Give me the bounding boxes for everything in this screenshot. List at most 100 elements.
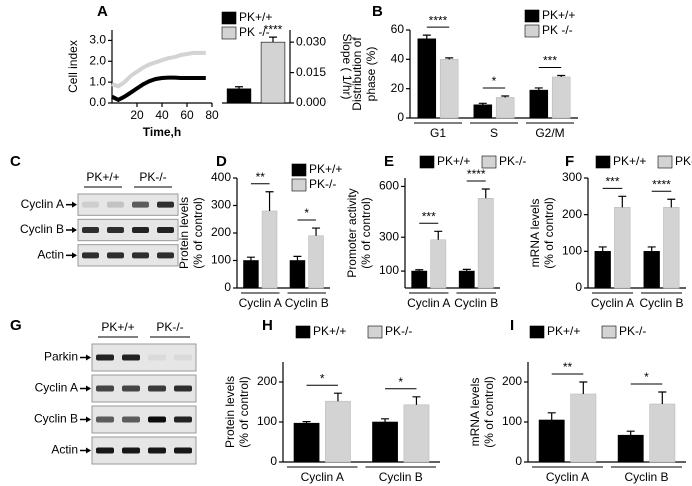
row-arrowhead: [86, 416, 91, 423]
significance: ****: [264, 22, 283, 36]
bar: [411, 270, 428, 289]
error-bar: [302, 421, 311, 424]
line-series: [111, 75, 206, 103]
x-tick-label: 60: [180, 108, 194, 122]
y-tick-label: 300: [379, 229, 399, 243]
blot-band: [122, 416, 140, 423]
panel-letter: A: [97, 3, 108, 20]
legend-swatch: [419, 155, 435, 169]
blot-band: [82, 252, 99, 259]
y-tick-label: 0.030: [296, 34, 326, 48]
x-tick-label: G1: [430, 126, 446, 140]
error-bar: [534, 87, 543, 91]
y-tick-label: 100: [211, 253, 231, 267]
bar: [260, 41, 286, 104]
y-tick-label: 200: [502, 374, 522, 388]
significance: ****: [652, 177, 671, 191]
blot-band: [82, 227, 99, 233]
error-bar: [478, 102, 487, 105]
y-axis-label: Protein levels: [177, 197, 191, 269]
bar: [458, 270, 475, 289]
error-bar: [269, 36, 277, 43]
error-bar: [579, 381, 588, 394]
error-bar: [293, 255, 302, 261]
y-tick-label: 0: [397, 110, 404, 124]
legend-swatch: [367, 325, 383, 339]
bar: [372, 421, 398, 463]
blot-strip: [77, 193, 179, 216]
bar: [289, 260, 306, 289]
panel-letter: G: [10, 317, 22, 334]
error-bar: [618, 195, 627, 208]
bar: [473, 104, 493, 119]
y-tick-label: 100: [502, 414, 522, 428]
y-tick-label: 0.0: [89, 95, 106, 109]
bar: [308, 235, 324, 289]
row-arrowhead: [86, 447, 91, 454]
bar: [439, 59, 459, 119]
y-tick-label: 1.0: [89, 74, 106, 88]
blot-band: [157, 227, 174, 233]
error-bar: [547, 412, 556, 420]
legend-swatch: [221, 26, 237, 40]
error-bar: [667, 198, 676, 208]
significance: **: [563, 360, 573, 374]
error-bar: [501, 95, 510, 98]
error-bar: [412, 396, 421, 405]
x-tick-label: Cyclin B: [624, 470, 668, 484]
x-tick-label: Cyclin B: [379, 470, 423, 484]
legend-label: PK+/+: [547, 324, 580, 338]
lane-label: PK-/-: [139, 170, 166, 184]
legend-swatch: [291, 163, 307, 177]
blot-band: [122, 447, 140, 454]
error-bar: [434, 230, 443, 240]
x-tick-label: 80: [205, 108, 219, 122]
legend-swatch: [481, 155, 497, 169]
row-label: Cyclin B: [34, 412, 78, 426]
y-axis-label: (% of control): [482, 376, 496, 447]
error-bar: [265, 191, 274, 211]
significance: *: [644, 370, 649, 384]
blot-band: [107, 227, 124, 233]
x-tick-label: Cyclin A: [546, 470, 589, 484]
legend-swatch: [524, 24, 540, 38]
bar: [403, 404, 430, 463]
blot-strip: [77, 244, 179, 267]
y-axis-label: (% of control): [191, 197, 205, 268]
bar: [495, 97, 515, 119]
error-bar: [647, 246, 656, 252]
y-tick-label: 300: [562, 170, 582, 184]
blot-band: [157, 201, 174, 208]
legend-label: PK-/-: [309, 177, 336, 191]
legend-label: PK+/+: [239, 10, 272, 24]
x-tick-label: Cyclin B: [285, 296, 329, 310]
blot-band: [96, 385, 114, 392]
y-tick-label: 100: [257, 414, 277, 428]
error-bar: [481, 188, 490, 199]
x-tick-label: 20: [130, 108, 144, 122]
error-bar: [422, 34, 431, 39]
bar: [570, 393, 597, 463]
lane-label: PK+/+: [86, 170, 119, 184]
bar: [551, 76, 571, 119]
bar: [663, 207, 680, 289]
legend-swatch: [291, 178, 307, 192]
error-bar: [381, 418, 390, 422]
row-label: Parkin: [44, 350, 78, 364]
significance: *: [304, 206, 309, 220]
row-arrowhead: [86, 385, 91, 392]
x-tick-label: Cyclin A: [301, 470, 344, 484]
row-label: Actin: [37, 248, 64, 262]
blot-strip: [77, 218, 179, 242]
row-label: Actin: [51, 443, 78, 457]
error-bar: [445, 57, 454, 60]
legend-label: PK+/+: [313, 324, 346, 338]
y-axis-label: (% of control): [237, 376, 251, 447]
blot-band: [174, 447, 192, 454]
error-bar: [462, 268, 471, 272]
blot-band: [82, 201, 99, 208]
y-axis-label: (% of control): [542, 197, 556, 268]
y-tick-label: 100: [379, 263, 399, 277]
legend-label: PK+/+: [437, 154, 470, 168]
bar: [477, 198, 494, 289]
